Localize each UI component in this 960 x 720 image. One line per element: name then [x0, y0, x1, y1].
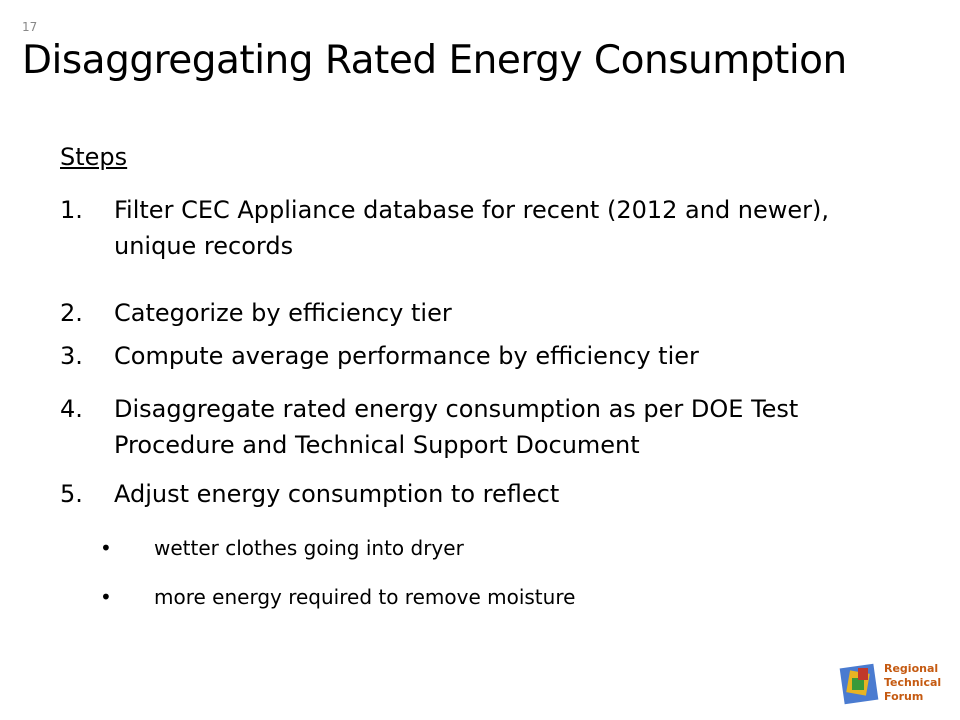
heading: Steps	[60, 143, 128, 171]
step: 2. Categorize by efficiency tier	[60, 295, 860, 331]
bullet: • wetter clothes going into dryer	[100, 536, 464, 560]
step-number: 2.	[60, 299, 83, 327]
logo: Regional Technical Forum	[838, 660, 948, 712]
logo-icon	[839, 663, 879, 705]
step: 5. Adjust energy consumption to reflect	[60, 476, 860, 512]
logo-text: Technical	[884, 676, 942, 689]
step: 3. Compute average performance by efficie…	[60, 338, 860, 374]
bullet: • more energy required to remove moisture	[100, 585, 575, 609]
step-text: Adjust energy consumption to reflect	[114, 480, 560, 508]
step: 1. Filter CEC Appliance database for rece…	[60, 192, 860, 264]
logo-text: Regional	[884, 662, 939, 675]
step-text: Categorize by efficiency tier	[114, 299, 452, 327]
step-text: Disaggregate rated energy consumption as…	[114, 395, 799, 459]
bullet-text: wetter clothes going into dryer	[154, 536, 464, 560]
step-text: Filter CEC Appliance database for recent…	[114, 196, 830, 260]
slide-number: 17	[22, 20, 38, 34]
step-number: 3.	[60, 342, 83, 370]
bullet-text: more energy required to remove moisture	[154, 585, 576, 609]
step-text: Compute average performance by efficienc…	[114, 342, 699, 370]
step-number: 4.	[60, 395, 83, 423]
logo-text: Forum	[884, 690, 924, 703]
step-number: 5.	[60, 480, 83, 508]
bullet-dot: •	[100, 585, 112, 609]
title: Disaggregating Rated Energy Consumption	[22, 38, 847, 83]
bullet-dot: •	[100, 536, 112, 560]
step: 4. Disaggregate rated energy consumption …	[60, 391, 860, 463]
step-number: 1.	[60, 196, 83, 224]
